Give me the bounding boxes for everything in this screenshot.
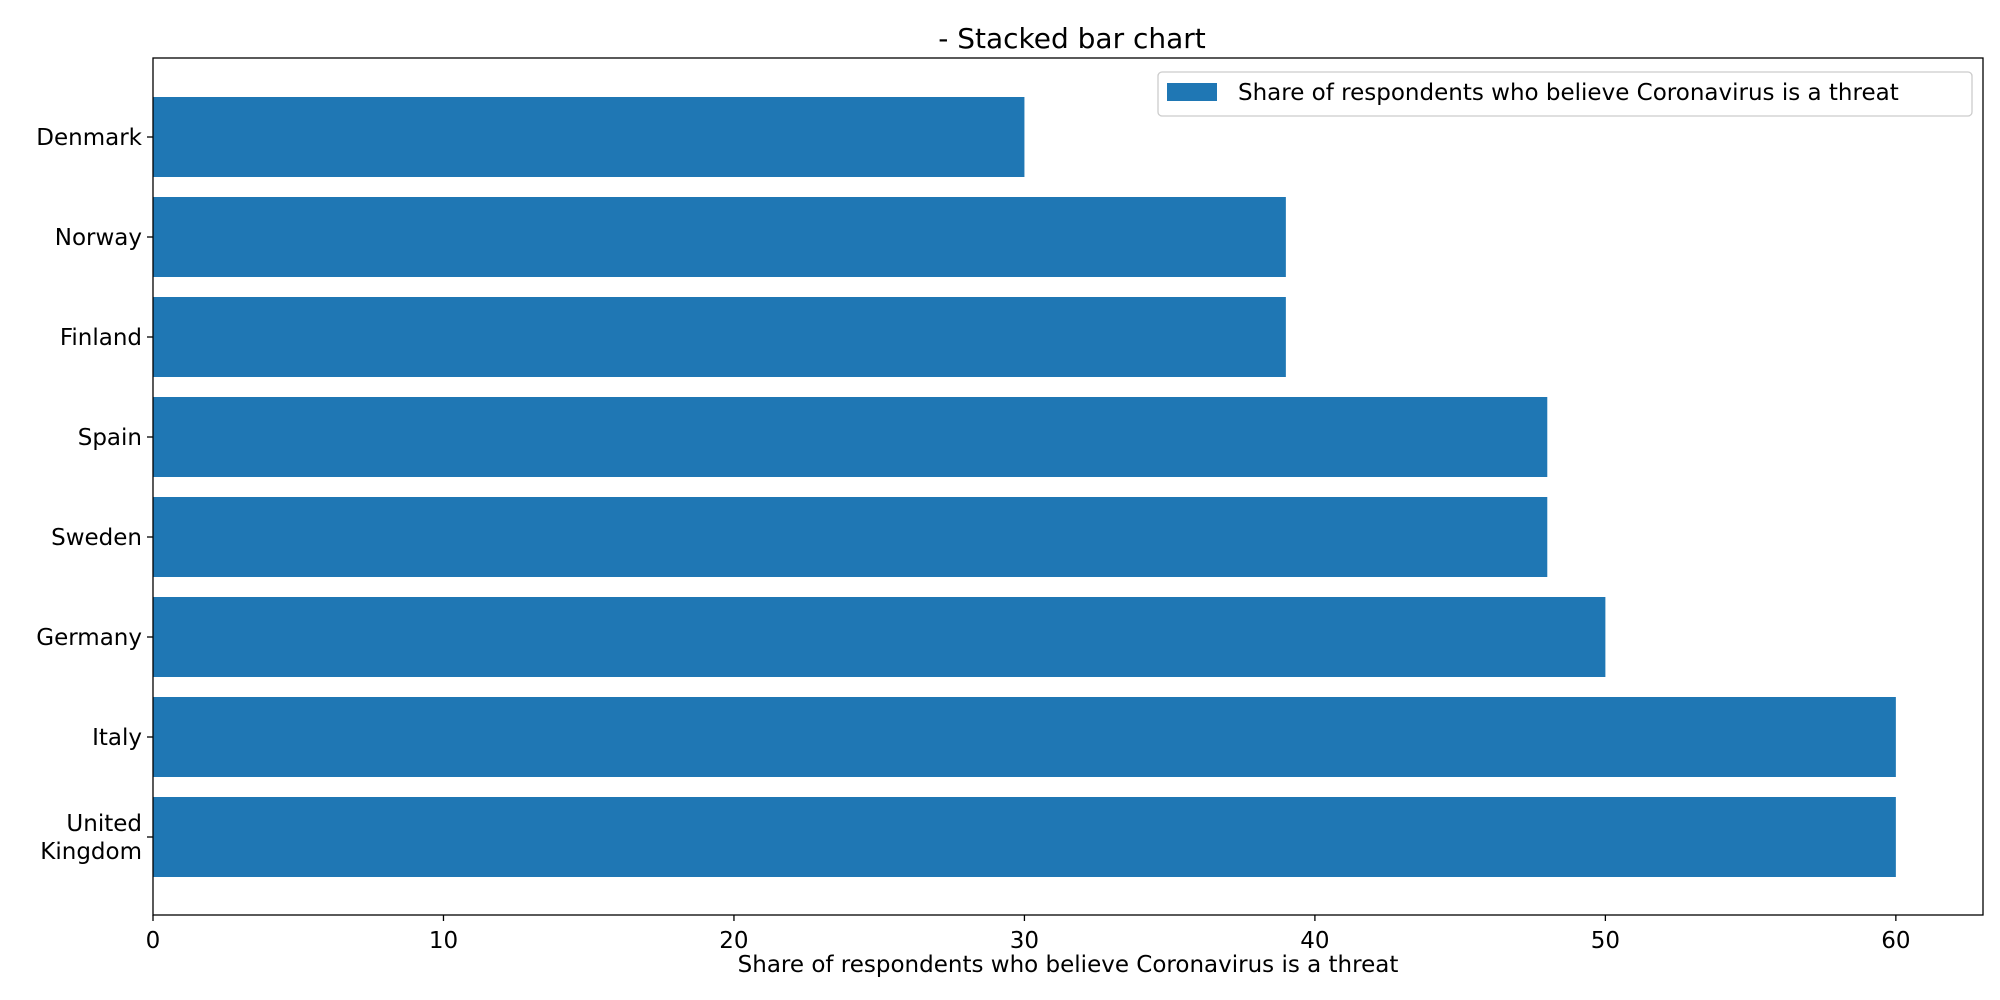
chart-title: - Stacked bar chart bbox=[938, 22, 1206, 55]
y-tick-label-line: Spain bbox=[78, 425, 142, 451]
y-tick-label: United Kingdom bbox=[40, 811, 142, 865]
plot-frame bbox=[152, 57, 1984, 916]
bars-group bbox=[153, 97, 1896, 877]
bar-spain bbox=[153, 397, 1548, 477]
x-tick-label: 40 bbox=[1300, 928, 1329, 954]
y-tick-label: Sweden bbox=[51, 525, 142, 551]
legend-box bbox=[1157, 71, 1973, 117]
bar-italy bbox=[153, 697, 1896, 777]
x-tick-label: 60 bbox=[1881, 928, 1910, 954]
legend: Share of respondents who believe Coronav… bbox=[1157, 71, 1973, 117]
y-tick-label-line: Denmark bbox=[36, 125, 142, 151]
bar-finland bbox=[153, 297, 1286, 377]
y-tick-label-line: Finland bbox=[60, 325, 142, 351]
x-tick-label: 30 bbox=[1010, 928, 1039, 954]
y-tick-label-line: Norway bbox=[55, 225, 142, 251]
x-tick-label: 0 bbox=[146, 928, 161, 954]
y-tick-label-line: United bbox=[66, 811, 142, 837]
bar-united-kingdom bbox=[153, 797, 1896, 877]
bar-norway bbox=[153, 197, 1286, 277]
y-tick-label-line: Germany bbox=[36, 625, 142, 651]
bar-sweden bbox=[153, 497, 1548, 577]
y-tick-label-line: Italy bbox=[92, 725, 142, 751]
y-tick-label-line: Kingdom bbox=[40, 839, 142, 865]
y-tick-label: Norway bbox=[55, 225, 142, 251]
x-tick-label: 50 bbox=[1591, 928, 1620, 954]
y-tick-label: Finland bbox=[60, 325, 142, 351]
x-tick-label: 10 bbox=[429, 928, 458, 954]
y-tick-label: Spain bbox=[78, 425, 142, 451]
bar-germany bbox=[153, 597, 1606, 677]
y-tick-label: Germany bbox=[36, 625, 142, 651]
y-tick-label-line: Sweden bbox=[51, 525, 142, 551]
x-tick-label: 20 bbox=[719, 928, 748, 954]
x-axis-label: Share of respondents who believe Coronav… bbox=[738, 952, 1399, 978]
y-axis: Denmark Norway Finland Spain Sweden Germany It… bbox=[36, 125, 153, 865]
x-axis: 0 10 20 30 40 50 60 bbox=[146, 915, 1910, 954]
y-tick-label: Denmark bbox=[36, 125, 142, 151]
legend-swatch bbox=[1167, 83, 1217, 101]
bar-denmark bbox=[153, 97, 1025, 177]
y-tick-label: Italy bbox=[92, 725, 142, 751]
legend-label: Share of respondents who believe Coronav… bbox=[1238, 80, 1899, 106]
